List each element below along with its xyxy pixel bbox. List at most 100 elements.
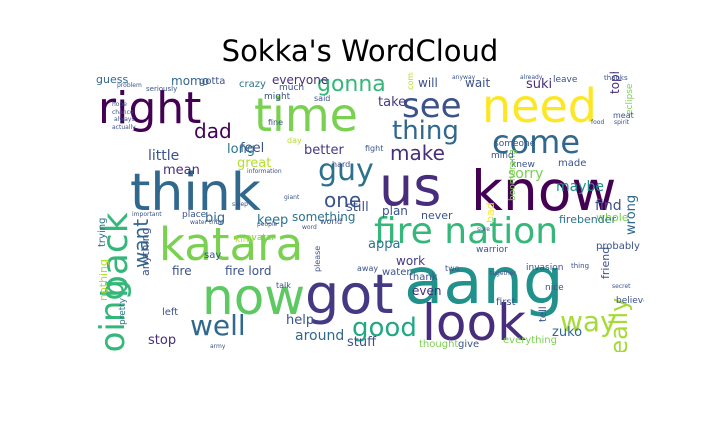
word-think: think	[130, 163, 261, 223]
word-sleep: sleep	[232, 201, 248, 208]
word-two: two	[445, 264, 460, 273]
word-good: good	[352, 313, 417, 343]
word-never: never	[421, 209, 453, 222]
word-wait: wait	[465, 76, 491, 90]
word-avatar: avatar	[246, 233, 276, 243]
word-aang: aang	[404, 245, 564, 319]
word-anything: anything	[139, 227, 152, 276]
word-fire-lord: fire lord	[225, 264, 272, 278]
word-first: first	[496, 297, 516, 308]
word-secret: secret	[612, 283, 631, 290]
word-little: little	[148, 148, 180, 164]
word-gotta: gotta	[199, 76, 226, 87]
word-stop: stop	[148, 333, 177, 348]
word-maybe: maybe	[556, 179, 605, 195]
word-invasion: invasion	[526, 263, 564, 273]
word-hope: hope	[112, 101, 127, 108]
word-momo: momo	[171, 74, 210, 88]
word-work: work	[396, 254, 426, 268]
word-give: give	[458, 339, 480, 350]
word-right: right	[98, 83, 202, 134]
word-something: something	[292, 210, 356, 224]
word-leave: leave	[553, 75, 578, 85]
word-crazy: crazy	[239, 79, 266, 90]
word-said: said	[314, 94, 331, 103]
word-actually: actually	[112, 124, 136, 131]
word-suki: suki	[526, 77, 553, 92]
word-chance: chance	[112, 109, 134, 116]
word-even: even	[412, 284, 442, 298]
word-got: got	[305, 263, 394, 326]
word-someone: someone	[494, 139, 536, 149]
word-help: help	[286, 313, 315, 328]
word-appa: appa	[368, 237, 401, 252]
word-talk: talk	[276, 281, 291, 290]
word-coming: coming	[406, 72, 415, 90]
word-kind: kind	[235, 235, 255, 245]
word-thing: thing	[571, 262, 590, 270]
word-world: world	[320, 217, 343, 226]
word-way: way	[560, 305, 617, 338]
word-stuff: stuff	[347, 335, 377, 350]
wordcloud-canvas: aang know think us got now look katara need time r…	[92, 72, 644, 352]
word-fight: fight	[365, 144, 384, 153]
word-zuko: zuko	[552, 325, 583, 340]
word-will: will	[418, 76, 438, 90]
word-knew: knew	[511, 160, 535, 170]
word-people: people	[257, 221, 278, 228]
word-place: place	[182, 210, 207, 220]
word-hard: hard	[332, 160, 351, 169]
word-keep: keep	[257, 213, 289, 228]
word-look: look	[422, 294, 527, 352]
word-fire: fire	[172, 264, 192, 278]
word-warrior: warrior	[476, 245, 508, 255]
chart-title: Sokka's WordCloud	[221, 34, 499, 68]
word-great: great	[237, 156, 272, 171]
word-sorry: sorry	[508, 166, 544, 182]
word-please: please	[313, 245, 322, 272]
word-around: around	[295, 328, 345, 344]
word-spirit: spirit	[614, 119, 630, 126]
word-katara: katara	[159, 218, 304, 271]
word-bad: bad	[484, 202, 497, 223]
word-know: know	[471, 159, 617, 223]
word-day: day	[287, 136, 302, 145]
word-army: army	[210, 343, 226, 350]
word-still: still	[346, 200, 369, 215]
word-everything: everything	[503, 335, 557, 346]
word-much: much	[279, 83, 305, 93]
word-dad: dad	[194, 119, 232, 143]
word-everyone: everyone	[272, 73, 329, 87]
word-find: find	[595, 198, 622, 214]
word-food: food	[591, 119, 605, 126]
word-long: long	[227, 142, 256, 157]
word-us: us	[379, 155, 442, 218]
word-take: take	[378, 95, 407, 110]
word-come: come	[492, 123, 581, 161]
word-nice: nice	[545, 283, 564, 293]
word-fine: fine	[268, 118, 284, 127]
word-nothing: nothing	[97, 259, 110, 301]
word-water: water	[382, 267, 411, 278]
word-information: information	[247, 168, 282, 175]
word-fire-nation: fire nation	[374, 211, 559, 252]
word-seriously: seriously	[146, 85, 178, 93]
word-firebender: firebender	[559, 213, 616, 226]
word-anyway: anyway	[452, 74, 476, 81]
word-left: left	[162, 307, 179, 318]
word-tell: tell	[538, 306, 549, 322]
word-together: together	[490, 270, 516, 277]
word-water-tribe: water tribe	[190, 219, 223, 226]
word-thought: thought	[419, 339, 459, 350]
word-sure: sure	[477, 226, 490, 233]
word-guess: guess	[96, 73, 129, 86]
word-need: need	[482, 79, 597, 133]
word-gonna: gonna	[317, 72, 386, 97]
word-mean: mean	[163, 163, 200, 178]
word-made: made	[558, 158, 587, 169]
word-already: already	[520, 74, 543, 81]
word-trying: trying	[97, 217, 108, 247]
word-important: important	[132, 211, 162, 218]
word-mind: mind	[491, 151, 514, 161]
word-big: big	[205, 211, 226, 226]
